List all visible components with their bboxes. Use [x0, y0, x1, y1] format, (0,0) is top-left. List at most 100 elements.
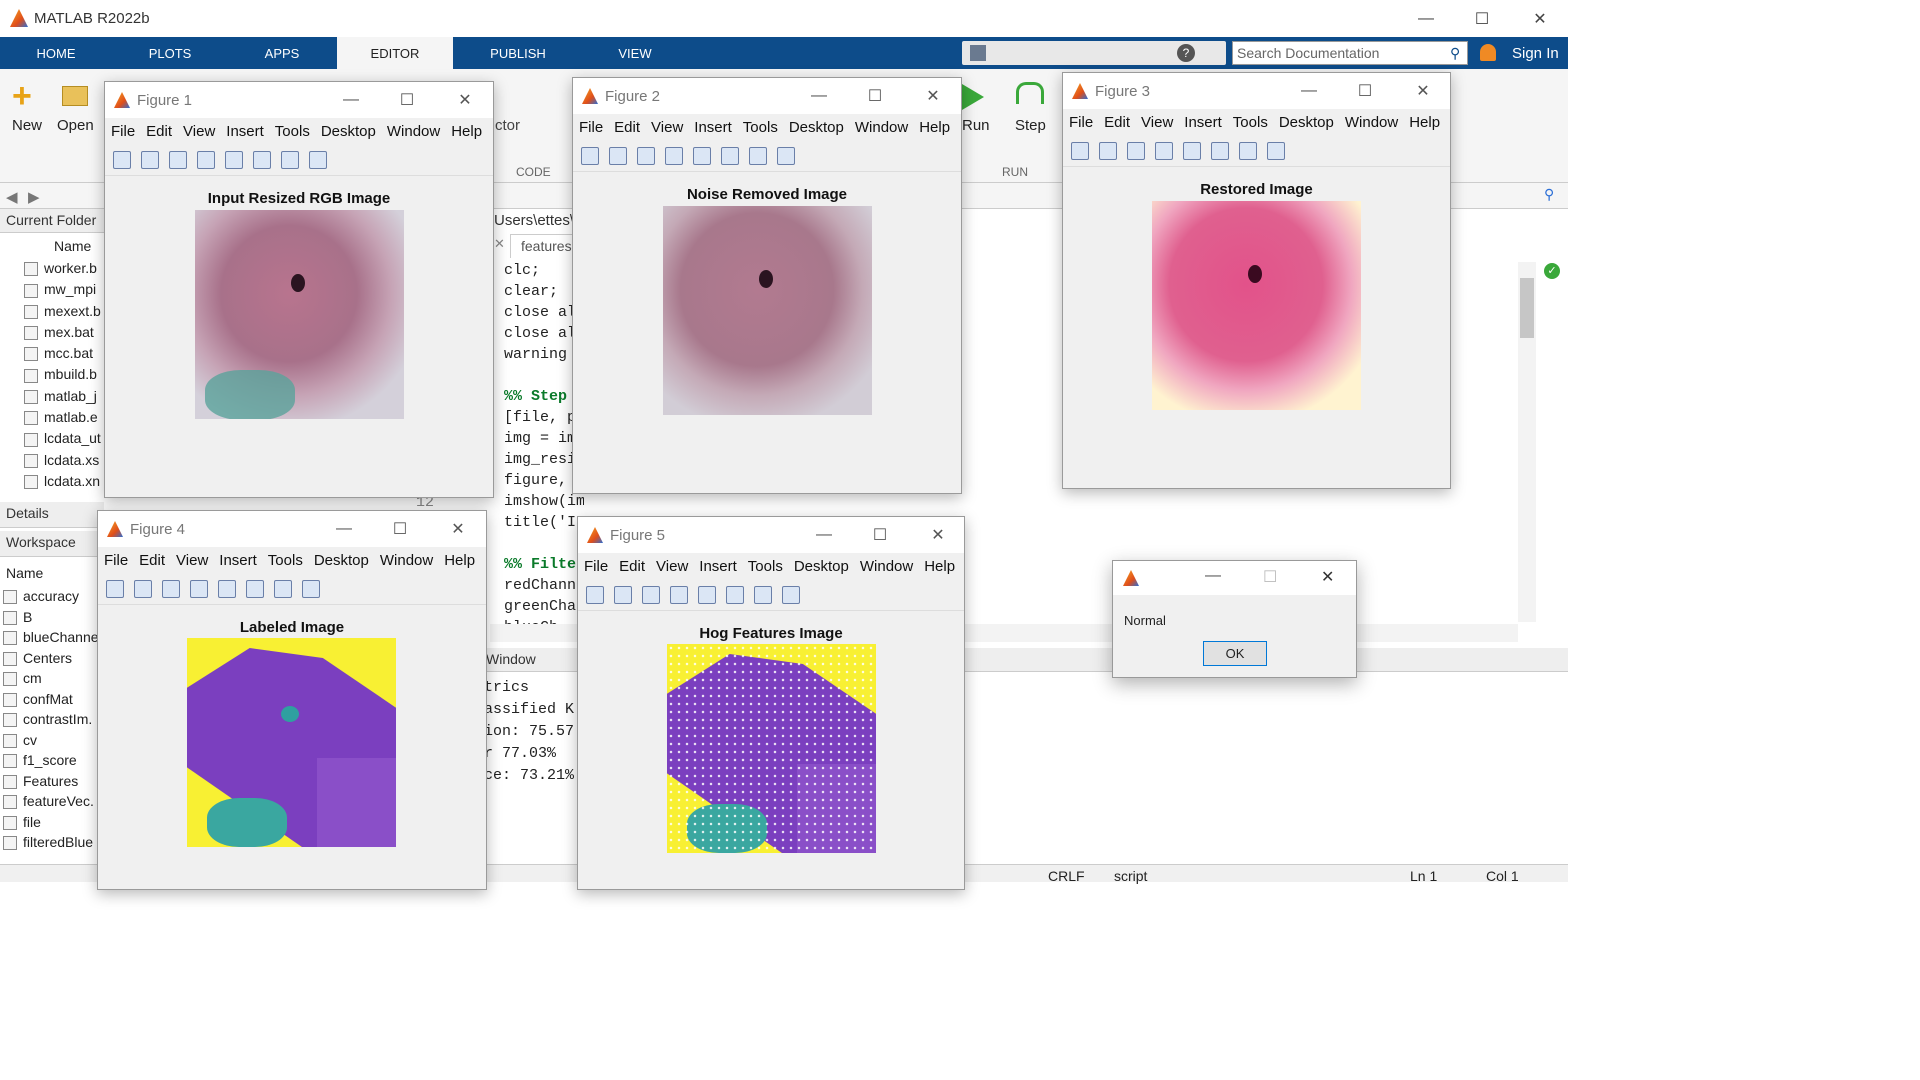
- figure-1-window[interactable]: Figure 1 — ☐ ✕ File Edit View Insert Tools Desk…: [104, 81, 494, 498]
- colorbar-icon[interactable]: [253, 150, 271, 169]
- menu-help[interactable]: Help: [451, 122, 483, 140]
- print-icon[interactable]: [665, 146, 683, 165]
- legend-icon[interactable]: [749, 146, 767, 165]
- save-figure-icon[interactable]: [169, 150, 187, 169]
- figure-3-window[interactable]: Figure 3 — ☐ ✕ File Edit View Insert Tools Desk…: [1062, 72, 1451, 489]
- save-icon[interactable]: [970, 45, 986, 61]
- figure-5-window[interactable]: Figure 5 — ☐ ✕ File Edit View Insert Tools Desk…: [577, 516, 965, 890]
- print-icon[interactable]: [190, 579, 208, 598]
- legend-icon[interactable]: [281, 150, 299, 169]
- dialog-ok-button[interactable]: OK: [1203, 641, 1267, 666]
- menu-tools[interactable]: Tools: [267, 551, 303, 569]
- code-lines[interactable]: clc; clear; close al close al warning %% Ste…: [504, 260, 584, 632]
- sign-in-link[interactable]: Sign In: [1512, 45, 1559, 62]
- legend-icon[interactable]: [274, 579, 292, 598]
- menu-help[interactable]: Help: [1409, 113, 1441, 131]
- figure-close-button[interactable]: ✕: [451, 521, 465, 538]
- menu-file[interactable]: File: [579, 118, 604, 136]
- editor-scrollbar-thumb[interactable]: [1520, 278, 1534, 338]
- file-row[interactable]: lcdata.xs: [0, 452, 104, 473]
- search-documentation-input[interactable]: Search Documentation: [1232, 41, 1468, 65]
- file-row[interactable]: lcdata.xn: [0, 473, 104, 494]
- file-row[interactable]: mcc.bat: [0, 345, 104, 366]
- figure-maximize-button[interactable]: ☐: [392, 521, 408, 538]
- menu-window[interactable]: Window: [854, 118, 909, 136]
- figure-minimize-button[interactable]: —: [816, 526, 832, 543]
- figure-minimize-button[interactable]: —: [343, 91, 359, 108]
- figure-minimize-button[interactable]: —: [1301, 82, 1317, 99]
- file-row[interactable]: lcdata_ut: [0, 430, 104, 451]
- workspace-row[interactable]: contrastIm.: [0, 711, 98, 732]
- tab-plots[interactable]: PLOTS: [148, 45, 192, 61]
- menu-insert[interactable]: Insert: [1184, 113, 1222, 131]
- menu-desktop[interactable]: Desktop: [320, 122, 376, 140]
- legend-icon[interactable]: [754, 585, 772, 604]
- menu-tools[interactable]: Tools: [274, 122, 310, 140]
- figure-2-window[interactable]: Figure 2 — ☐ ✕ File Edit View Insert Tools Desk…: [572, 77, 962, 494]
- tab-apps[interactable]: APPS: [264, 45, 300, 61]
- file-row[interactable]: mw_mpi: [0, 281, 104, 302]
- figure-close-button[interactable]: ✕: [458, 92, 472, 109]
- menu-window[interactable]: Window: [386, 122, 441, 140]
- menu-desktop[interactable]: Desktop: [1278, 113, 1334, 131]
- workspace-row[interactable]: confMat: [0, 691, 98, 712]
- menu-insert[interactable]: Insert: [219, 551, 257, 569]
- workspace-row[interactable]: cm: [0, 670, 98, 691]
- help-icon[interactable]: ?: [1177, 44, 1195, 62]
- open-file-icon[interactable]: [1099, 141, 1117, 160]
- menu-desktop[interactable]: Desktop: [313, 551, 369, 569]
- figure-close-button[interactable]: ✕: [926, 88, 940, 105]
- link-plot-icon[interactable]: [225, 150, 243, 169]
- pointer-icon[interactable]: [777, 146, 795, 165]
- menu-window[interactable]: Window: [1344, 113, 1399, 131]
- step-button[interactable]: Step: [1015, 117, 1046, 134]
- dialog-close-button[interactable]: ✕: [1321, 569, 1335, 586]
- message-dialog[interactable]: — ☐ ✕ Normal OK: [1112, 560, 1357, 678]
- workspace-row[interactable]: accuracy: [0, 588, 98, 609]
- menu-file[interactable]: File: [111, 122, 136, 140]
- menu-view[interactable]: View: [656, 557, 689, 575]
- menu-insert[interactable]: Insert: [226, 122, 264, 140]
- forward-icon[interactable]: ▶: [28, 189, 40, 206]
- new-figure-icon[interactable]: [1071, 141, 1089, 160]
- file-row[interactable]: matlab_j: [0, 388, 104, 409]
- pointer-icon[interactable]: [782, 585, 800, 604]
- menu-view[interactable]: View: [183, 122, 216, 140]
- menu-edit[interactable]: Edit: [619, 557, 646, 575]
- dialog-minimize-button[interactable]: —: [1205, 567, 1221, 584]
- print-icon[interactable]: [197, 150, 215, 169]
- editor-scrollbar[interactable]: [1518, 262, 1536, 622]
- save-figure-icon[interactable]: [162, 579, 180, 598]
- tab-home[interactable]: HOME: [36, 45, 76, 61]
- minimize-button[interactable]: —: [1418, 9, 1434, 27]
- notification-bell-icon[interactable]: [1480, 44, 1496, 61]
- pointer-icon[interactable]: [302, 579, 320, 598]
- legend-icon[interactable]: [1239, 141, 1257, 160]
- menu-desktop[interactable]: Desktop: [793, 557, 849, 575]
- menu-file[interactable]: File: [1069, 113, 1094, 131]
- menu-view[interactable]: View: [1141, 113, 1174, 131]
- search-icon[interactable]: ⚲: [1450, 45, 1461, 61]
- pointer-icon[interactable]: [1267, 141, 1285, 160]
- maximize-button[interactable]: ☐: [1474, 10, 1490, 28]
- command-window-output[interactable]: trics assified K ion: 75.57 r 77.03% ce: 73.…: [484, 677, 580, 787]
- file-row[interactable]: mbuild.b: [0, 366, 104, 387]
- save-figure-icon[interactable]: [637, 146, 655, 165]
- open-file-icon[interactable]: [614, 585, 632, 604]
- menu-edit[interactable]: Edit: [1104, 113, 1131, 131]
- workspace-name-column[interactable]: Name: [6, 565, 44, 581]
- workspace-row[interactable]: Features: [0, 773, 98, 794]
- menu-tools[interactable]: Tools: [747, 557, 783, 575]
- menu-file[interactable]: File: [584, 557, 609, 575]
- workspace-row[interactable]: f1_score: [0, 752, 98, 773]
- workspace-row[interactable]: Centers: [0, 650, 98, 671]
- new-button[interactable]: New: [12, 117, 43, 134]
- menu-file[interactable]: File: [104, 551, 129, 569]
- menu-edit[interactable]: Edit: [139, 551, 166, 569]
- tab-publish[interactable]: PUBLISH: [490, 45, 546, 61]
- figure-maximize-button[interactable]: ☐: [399, 92, 415, 109]
- menu-help[interactable]: Help: [919, 118, 951, 136]
- figure-maximize-button[interactable]: ☐: [1357, 83, 1373, 100]
- colorbar-icon[interactable]: [1211, 141, 1229, 160]
- file-row[interactable]: mexext.b: [0, 303, 104, 324]
